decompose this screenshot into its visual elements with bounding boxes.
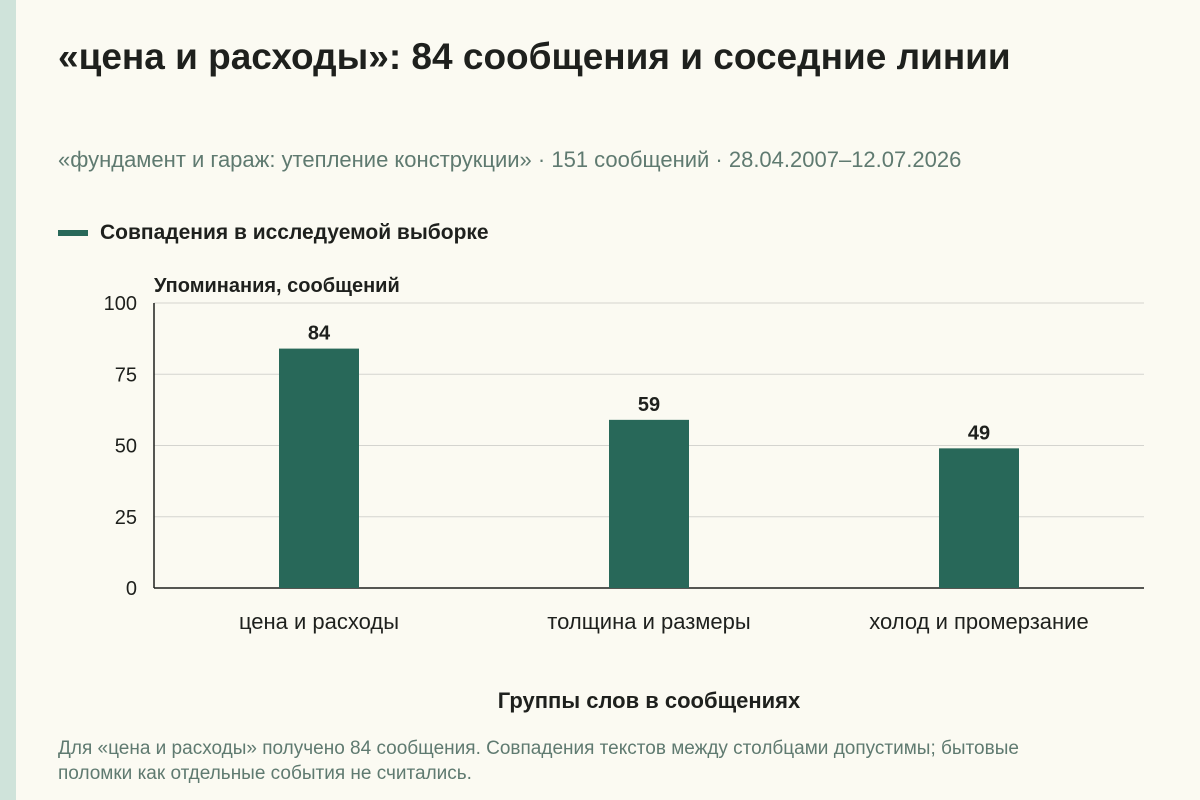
bar-value-label: 59 [638, 394, 660, 416]
x-tick-label: цена и расходы [239, 609, 399, 634]
legend: Совпадения в исследуемой выборке [58, 219, 489, 247]
x-tick-label: холод и промерзание [869, 609, 1088, 634]
legend-label: Совпадения в исследуемой выборке [100, 221, 489, 244]
chart-title: «цена и расходы»: 84 сообщения и соседни… [58, 36, 1011, 77]
y-tick-label: 100 [104, 293, 137, 315]
y-tick-label: 50 [115, 436, 137, 458]
left-accent-stripe [0, 0, 16, 800]
x-tick-label: толщина и размеры [547, 609, 750, 634]
bar [939, 448, 1019, 588]
footnote: Для «цена и расходы» получено 84 сообщен… [58, 738, 1019, 784]
legend-swatch [58, 230, 88, 236]
bar [279, 348, 359, 588]
y-tick-label: 0 [126, 578, 137, 600]
chart-subtitle: «фундамент и гараж: утепление конструкци… [58, 147, 962, 172]
bar [609, 419, 689, 588]
y-tick-label: 75 [115, 364, 137, 386]
bar-value-label: 84 [308, 323, 331, 345]
y-axis-label: Упоминания, сообщений [154, 275, 400, 297]
y-tick-label: 25 [115, 507, 137, 529]
x-axis-label: Группы слов в сообщениях [498, 688, 801, 713]
bar-value-label: 49 [968, 422, 990, 444]
